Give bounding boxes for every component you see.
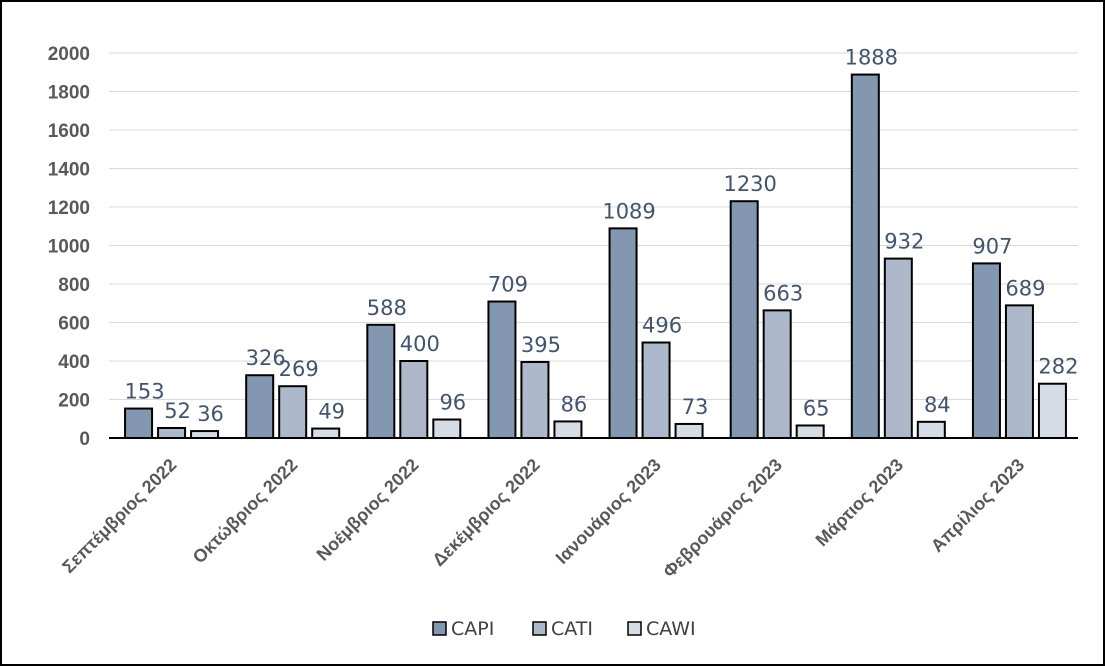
y-tick-label: 1400 [48,160,90,181]
data-label: 1089 [602,199,655,223]
bar-capi [850,73,880,439]
data-label: 49 [318,400,345,424]
data-label: 907 [972,234,1012,258]
bar-cati [641,341,671,439]
data-label: 663 [763,281,803,305]
x-category-label: Δεκέμβριος 2022 [428,455,543,570]
data-label: 395 [521,333,561,357]
data-label: 1230 [723,172,776,196]
data-label: 269 [279,357,319,381]
data-label: 52 [164,399,191,423]
data-label: 932 [884,230,924,254]
data-label: 689 [1005,276,1045,300]
x-category-label: Φεβρουάριος 2023 [659,455,786,582]
bar-cati [157,426,187,439]
x-category-label: Μάρτιος 2023 [812,455,908,551]
bar-cawi [674,422,704,440]
legend: CAPI CATI CAWI [432,618,696,640]
x-category-label: Απρίλιος 2023 [927,455,1028,556]
data-label: 153 [125,380,165,404]
x-category-label: Σεπτέμβριος 2022 [58,455,180,577]
bar-capi [366,323,396,439]
bar-cawi [916,420,946,439]
bar-capi [124,407,154,439]
bar-cati [762,309,792,439]
data-label: 96 [439,391,466,415]
bar-cati [520,360,550,439]
bar-capi [245,374,275,439]
bar-cawi [432,418,462,439]
bar-cati [1004,304,1034,439]
data-label: 282 [1038,355,1078,379]
bar-cati [399,360,429,439]
bar-cati [278,385,308,439]
x-category-label: Οκτώβριος 2022 [189,455,302,568]
y-axis: 0 200 400 600 800 1000 1200 1400 1600 1800 2000 [48,44,90,450]
data-label: 86 [561,392,588,416]
data-label: 84 [924,393,951,417]
y-tick-label: 2000 [48,44,90,65]
data-label: 496 [642,314,682,338]
data-label: 400 [400,332,440,356]
bar-cati [883,257,913,439]
x-axis: Σεπτέμβριος 2022 Οκτώβριος 2022 Νοέμβριος … [58,437,1078,582]
legend-label: CAWI [646,618,696,640]
y-tick-label: 600 [58,314,90,335]
legend-swatch-capi [432,621,447,636]
y-tick-label: 800 [58,275,90,296]
data-label: 73 [682,395,709,419]
legend-label: CATI [551,618,593,640]
y-tick-label: 1600 [48,121,90,142]
data-label: 36 [197,402,224,426]
gridlines [109,52,1078,400]
y-tick-label: 0 [79,429,90,450]
data-label: 1888 [845,46,898,70]
bar-cawi [795,424,825,439]
legend-label: CAPI [451,618,494,640]
bar-capi [971,262,1001,439]
legend-swatch-cawi [627,621,642,636]
bar-cawi [190,430,220,440]
y-tick-label: 400 [58,352,90,373]
data-label: 588 [367,296,407,320]
y-tick-label: 1200 [48,198,90,219]
data-label: 65 [803,396,830,420]
bars [124,73,1067,440]
y-tick-label: 200 [58,391,90,412]
legend-swatch-cati [532,621,547,636]
x-category-label: Νοέμβριος 2022 [313,455,423,565]
bar-capi [729,200,759,439]
bar-capi [608,227,638,439]
bar-cawi [1037,382,1067,439]
data-label: 326 [246,346,286,370]
bar-cawi [311,427,341,440]
y-tick-label: 1000 [48,237,90,258]
x-category-label: Ιανουάριος 2023 [552,455,665,568]
y-tick-label: 1800 [48,83,90,104]
data-label: 709 [488,273,528,297]
bar-capi [487,300,517,439]
bar-cawi [553,420,583,440]
